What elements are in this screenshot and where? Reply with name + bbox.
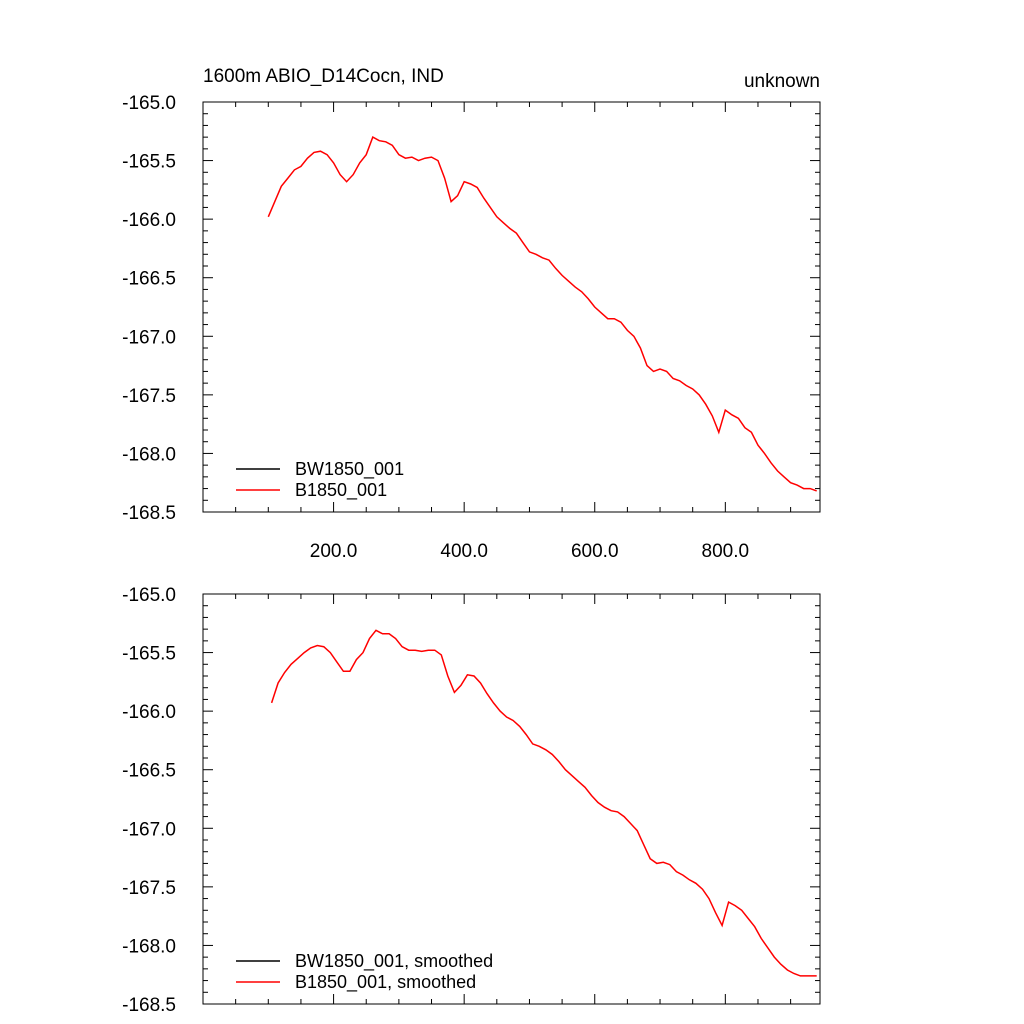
bottom-panel: -165.0 -165.5 -166.0 -166.5 -167.0 -167.5 -168… bbox=[122, 585, 821, 1016]
plot-frame bbox=[202, 101, 821, 513]
legend-label: BW1850_001, smoothed bbox=[295, 951, 493, 972]
y-tick-label: -165.0 bbox=[122, 585, 176, 606]
x-tick-label: 200.0 bbox=[310, 541, 358, 562]
y-tick-label: -168.0 bbox=[122, 936, 176, 957]
y-tick-label: -166.5 bbox=[122, 269, 176, 290]
y-tick-label: -165.5 bbox=[122, 152, 176, 173]
y-tick-label: -167.0 bbox=[122, 819, 176, 840]
y-tick-label: -165.5 bbox=[122, 644, 176, 665]
chart-title-left: 1600m ABIO_D14Cocn, IND bbox=[203, 66, 444, 87]
legend-label: B1850_001, smoothed bbox=[295, 972, 476, 993]
series-line bbox=[267, 136, 817, 492]
y-tick-label: -166.5 bbox=[122, 761, 176, 782]
y-tick-label: -168.5 bbox=[122, 995, 176, 1016]
y-tick-label: -166.0 bbox=[122, 210, 176, 231]
legend-label: B1850_001 bbox=[295, 480, 387, 501]
y-tick-label: -167.0 bbox=[122, 327, 176, 348]
x-tick-label: 600.0 bbox=[571, 541, 619, 562]
plot-frame bbox=[202, 593, 821, 1005]
top-panel: -165.0 -165.5 -166.0 -166.5 -167.0 -167.5 -168… bbox=[122, 93, 821, 562]
y-tick-label: -167.5 bbox=[122, 878, 176, 899]
legend-label: BW1850_001 bbox=[295, 459, 404, 480]
x-tick-label: 400.0 bbox=[440, 541, 488, 562]
y-tick-label: -165.0 bbox=[122, 93, 176, 114]
chart-title-right: unknown bbox=[744, 71, 820, 92]
y-tick-label: -168.0 bbox=[122, 444, 176, 465]
series-line bbox=[270, 629, 817, 977]
x-tick-label: 800.0 bbox=[702, 541, 750, 562]
y-tick-label: -166.0 bbox=[122, 702, 176, 723]
y-tick-label: -167.5 bbox=[122, 386, 176, 407]
y-tick-label: -168.5 bbox=[122, 503, 176, 524]
